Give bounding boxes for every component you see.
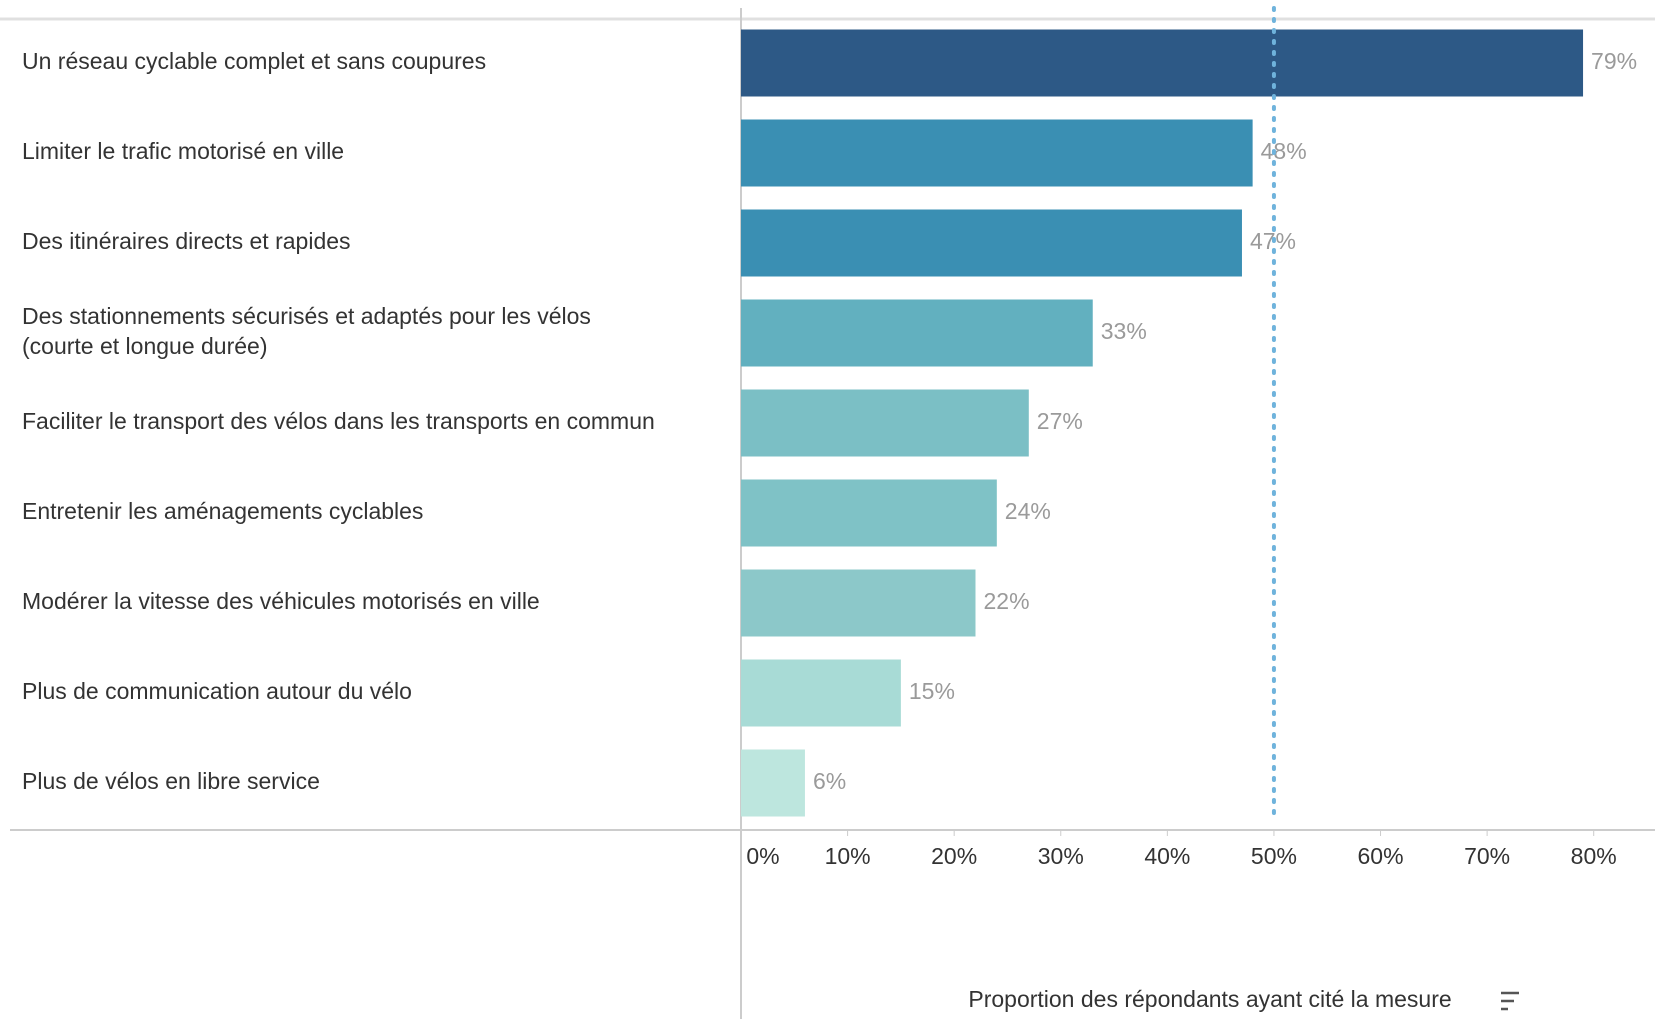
bar (741, 299, 1093, 367)
x-tick-label: 80% (1571, 843, 1617, 869)
value-label: 27% (1037, 408, 1083, 434)
category-label: Modérer la vitesse des véhicules motoris… (22, 588, 540, 614)
category-label: Plus de vélos en libre service (22, 768, 320, 794)
x-tick-label: 70% (1464, 843, 1510, 869)
bar (741, 29, 1584, 97)
x-tick-label: 40% (1144, 843, 1190, 869)
x-tick-label: 30% (1038, 843, 1084, 869)
category-label: Entretenir les aménagements cyclables (22, 498, 423, 524)
bar (741, 389, 1029, 457)
x-axis-label: Proportion des répondants ayant cité la … (968, 986, 1451, 1012)
category-label: Des stationnements sécurisés et adaptés … (22, 303, 591, 359)
value-label: 15% (909, 678, 955, 704)
x-tick-label: 20% (931, 843, 977, 869)
x-tick-label: 50% (1251, 843, 1297, 869)
bar (741, 569, 976, 637)
category-label: Un réseau cyclable complet et sans coupu… (22, 48, 486, 74)
bar (741, 209, 1242, 277)
category-label: Limiter le trafic motorisé en ville (22, 138, 344, 164)
value-label: 33% (1101, 318, 1147, 344)
category-label: Faciliter le transport des vélos dans le… (22, 408, 655, 434)
bar (741, 119, 1253, 187)
sort-icon (1501, 991, 1519, 1011)
category-label: Des itinéraires directs et rapides (22, 228, 351, 254)
value-label: 79% (1591, 48, 1637, 74)
value-label: 6% (813, 768, 846, 794)
bar (741, 749, 805, 817)
x-tick-label: 10% (825, 843, 871, 869)
x-tick-label: 0% (746, 843, 779, 869)
value-label: 22% (983, 588, 1029, 614)
bar (741, 479, 997, 547)
category-label: Plus de communication autour du vélo (22, 678, 412, 704)
x-tick-label: 60% (1358, 843, 1404, 869)
bar (741, 659, 901, 727)
value-label: 48% (1261, 138, 1307, 164)
value-label: 24% (1005, 498, 1051, 524)
